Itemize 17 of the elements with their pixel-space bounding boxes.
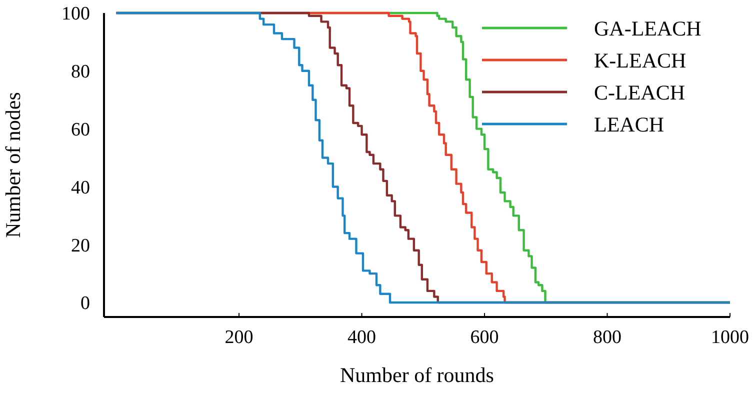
x-tick-label: 1000	[711, 327, 749, 348]
x-tick-label: 400	[348, 327, 376, 348]
legend-label: LEACH	[594, 112, 664, 136]
x-tick-label: 200	[224, 327, 254, 348]
legend-label: C-LEACH	[594, 80, 685, 104]
y-tick-label: 60	[71, 119, 90, 140]
y-tick-label: 80	[71, 62, 90, 83]
x-tick-label: 600	[470, 327, 499, 348]
y-tick-label: 100	[62, 4, 90, 25]
x-tick-label: 800	[593, 327, 622, 348]
legend-label: K-LEACH	[594, 48, 686, 72]
legend-label: GA-LEACH	[594, 16, 702, 40]
y-tick-label: 20	[71, 235, 90, 256]
y-tick-label: 0	[80, 293, 90, 314]
y-tick-label: 40	[71, 177, 90, 198]
x-axis-title: Number of rounds	[340, 363, 494, 387]
y-axis-title: Number of nodes	[1, 92, 25, 238]
